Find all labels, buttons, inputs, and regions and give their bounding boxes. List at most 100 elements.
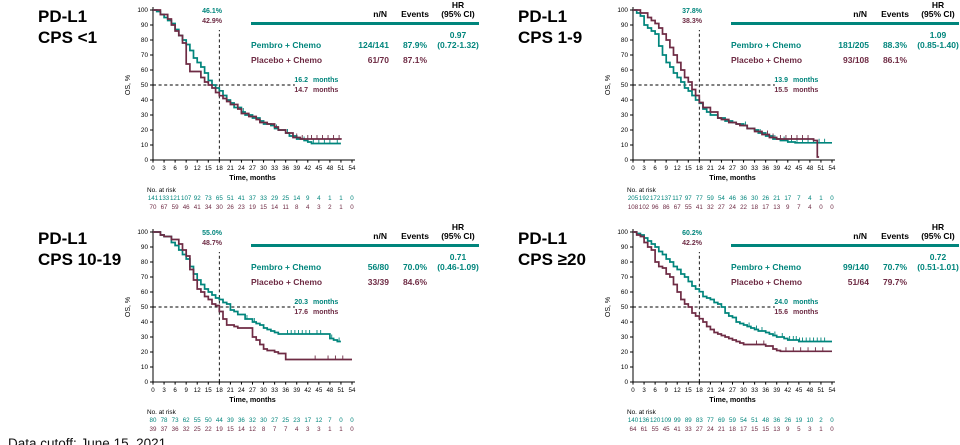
col-header-hr: HR (95% CI): [441, 222, 475, 241]
svg-text:9: 9: [664, 165, 668, 172]
svg-text:24: 24: [238, 165, 245, 172]
svg-text:18: 18: [216, 387, 223, 394]
svg-text:36: 36: [282, 387, 289, 394]
panel-title-line1: PD-L1: [38, 7, 88, 26]
svg-text:73: 73: [205, 195, 212, 202]
svg-text:6: 6: [173, 165, 177, 172]
median-pembro: 20.3 months: [294, 299, 339, 306]
row-placebo-nN: 33/39: [367, 277, 389, 287]
svg-text:36: 36: [773, 417, 780, 424]
row-pembro-nN: 99/140: [843, 262, 869, 272]
svg-text:133: 133: [159, 195, 170, 202]
svg-text:Time, months: Time, months: [229, 395, 276, 404]
svg-text:65: 65: [216, 195, 223, 202]
svg-text:67: 67: [674, 204, 681, 211]
svg-text:41: 41: [238, 195, 245, 202]
svg-text:36: 36: [762, 387, 769, 394]
svg-text:10: 10: [141, 142, 149, 149]
col-header-events: Events: [401, 9, 429, 19]
col-header-nN: n/N: [853, 231, 867, 241]
svg-text:22: 22: [740, 204, 747, 211]
svg-text:24: 24: [707, 426, 714, 433]
svg-text:51: 51: [337, 165, 344, 172]
row-pembro-nN: 181/205: [838, 40, 869, 50]
summary-table: n/N Events HR (95% CI) Pembro + Chemo 56/…: [251, 223, 479, 287]
svg-text:OS, %: OS, %: [125, 75, 132, 95]
svg-text:59: 59: [172, 204, 179, 211]
table-rule: [731, 244, 959, 247]
svg-text:15: 15: [205, 387, 212, 394]
landmark-rates: 46.1% 42.9%: [166, 7, 222, 27]
median-os: 24.0 months 15.6 months: [772, 298, 818, 317]
table-rule: [731, 22, 959, 25]
svg-text:10: 10: [141, 364, 149, 371]
svg-text:45: 45: [315, 387, 322, 394]
svg-text:18: 18: [696, 165, 703, 172]
svg-text:29: 29: [271, 195, 278, 202]
svg-text:15: 15: [685, 165, 692, 172]
landmark-pembro: 37.8%: [682, 8, 702, 15]
row-pembro-nN: 124/141: [358, 40, 389, 50]
svg-text:36: 36: [238, 417, 245, 424]
svg-text:30: 30: [621, 334, 629, 341]
median-pembro: 16.2 months: [294, 77, 339, 84]
svg-text:0: 0: [339, 417, 343, 424]
summary-table: n/N Events HR (95% CI) Pembro + Chemo 181…: [731, 1, 959, 65]
svg-text:54: 54: [349, 165, 356, 172]
row-hr-value: 0.72 (0.51-1.01): [917, 252, 959, 272]
svg-text:9: 9: [184, 387, 188, 394]
svg-text:15: 15: [762, 426, 769, 433]
panel-title-line2: CPS <1: [38, 28, 98, 47]
svg-text:42: 42: [784, 387, 791, 394]
svg-text:2: 2: [819, 417, 823, 424]
svg-text:20: 20: [141, 127, 149, 134]
svg-text:26: 26: [784, 417, 791, 424]
svg-text:0: 0: [830, 426, 834, 433]
col-header-hr: HR (95% CI): [921, 222, 955, 241]
svg-text:10: 10: [621, 364, 629, 371]
col-header-events: Events: [881, 231, 909, 241]
svg-text:3: 3: [642, 387, 646, 394]
svg-text:15: 15: [685, 387, 692, 394]
svg-text:0: 0: [624, 157, 628, 164]
svg-text:141: 141: [148, 195, 159, 202]
svg-text:26: 26: [227, 204, 234, 211]
svg-text:40: 40: [621, 97, 629, 104]
median-placebo: 14.7 months: [294, 86, 339, 94]
svg-text:39: 39: [227, 417, 234, 424]
svg-text:1: 1: [819, 195, 823, 202]
svg-text:30: 30: [141, 334, 149, 341]
median-placebo: 15.5 months: [774, 86, 819, 94]
svg-text:17: 17: [740, 426, 747, 433]
svg-text:3: 3: [306, 426, 310, 433]
svg-text:36: 36: [282, 165, 289, 172]
svg-text:40: 40: [621, 319, 629, 326]
svg-text:80: 80: [141, 259, 149, 266]
svg-text:41: 41: [194, 204, 201, 211]
svg-text:89: 89: [685, 417, 692, 424]
svg-text:21: 21: [773, 195, 780, 202]
svg-text:7: 7: [797, 204, 801, 211]
svg-text:136: 136: [639, 417, 650, 424]
row-pembro-events: 87.9%: [402, 40, 428, 50]
svg-text:40: 40: [141, 97, 149, 104]
svg-text:121: 121: [170, 195, 181, 202]
panel-title-line2: CPS ≥20: [518, 250, 586, 269]
svg-text:7: 7: [797, 195, 801, 202]
svg-text:24: 24: [718, 387, 725, 394]
svg-text:192: 192: [639, 195, 650, 202]
svg-text:21: 21: [707, 387, 714, 394]
landmark-pembro: 46.1%: [202, 8, 222, 15]
svg-text:32: 32: [707, 204, 714, 211]
col-header-nN: n/N: [373, 231, 387, 241]
svg-text:59: 59: [707, 195, 714, 202]
svg-text:1: 1: [339, 426, 343, 433]
svg-text:99: 99: [674, 417, 681, 424]
svg-text:9: 9: [664, 387, 668, 394]
svg-text:55: 55: [652, 426, 659, 433]
svg-text:15: 15: [205, 165, 212, 172]
row-pembro-events: 88.3%: [882, 40, 908, 50]
landmark-pembro: 55.0%: [202, 230, 222, 237]
row-placebo-events: 87.1%: [402, 55, 428, 65]
